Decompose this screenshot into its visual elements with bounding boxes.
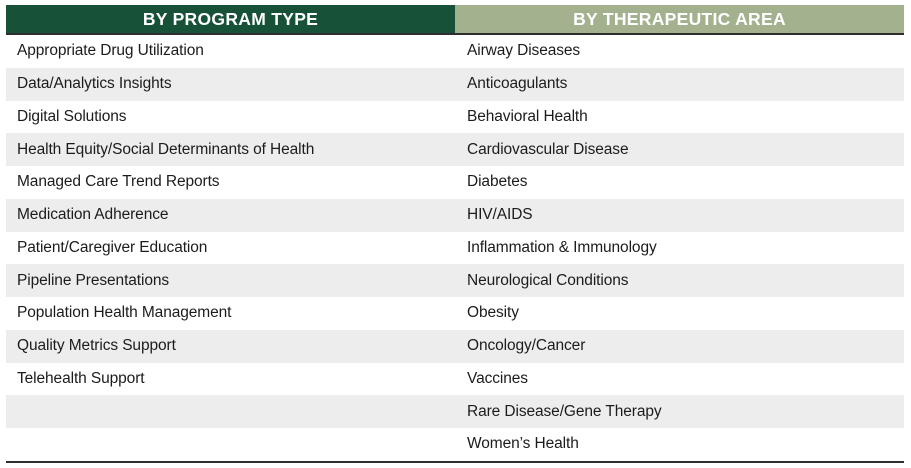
table-row: Women’s Health [6,428,904,461]
program-type-cell: Population Health Management [17,304,232,322]
table-row: Managed Care Trend Reports Diabetes [6,166,904,199]
table-row: Health Equity/Social Determinants of Hea… [6,133,904,166]
program-type-cell: Pipeline Presentations [17,271,170,289]
therapeutic-area-cell: Oncology/Cancer [467,337,586,355]
table-row: Pipeline Presentations Neurological Cond… [6,264,904,297]
table-row: Rare Disease/Gene Therapy [6,395,904,428]
table-row: Medication Adherence HIV/AIDS [6,198,904,232]
therapeutic-area-cell: Obesity [467,304,519,322]
table-row: Population Health Management Obesity [6,297,904,330]
program-type-cell: Data/Analytics Insights [17,75,172,93]
program-type-cell: Appropriate Drug Utilization [17,42,204,60]
table-row: Patient/Caregiver Education Inflammation… [6,232,904,265]
table-body: Appropriate Drug Utilization Airway Dise… [6,35,904,463]
therapeutic-area-cell: Women’s Health [467,435,579,453]
therapeutic-area-cell: Airway Diseases [467,42,581,60]
program-type-cell: Medication Adherence [17,206,169,224]
therapeutic-area-cell: Anticoagulants [467,75,568,93]
category-table: BY PROGRAM TYPE BY THERAPEUTIC AREA Appr… [6,5,904,463]
column-header-therapeutic-area: BY THERAPEUTIC AREA [455,5,904,33]
table-row: Digital Solutions Behavioral Health [6,101,904,134]
program-type-cell: Health Equity/Social Determinants of Hea… [17,140,315,158]
program-type-cell [6,428,454,461]
table-row: Appropriate Drug Utilization Airway Dise… [6,35,904,68]
table-row: Data/Analytics Insights Anticoagulants [6,67,904,101]
table-header-row: BY PROGRAM TYPE BY THERAPEUTIC AREA [6,5,904,35]
therapeutic-area-cell: Rare Disease/Gene Therapy [467,402,662,420]
therapeutic-area-cell: Cardiovascular Disease [467,140,629,158]
therapeutic-area-cell: HIV/AIDS [467,206,533,224]
therapeutic-area-cell: Behavioral Health [467,107,588,125]
column-header-program-type: BY PROGRAM TYPE [6,5,455,33]
table-row: Quality Metrics Support Oncology/Cancer [6,329,904,363]
table-row: Telehealth Support Vaccines [6,363,904,396]
program-type-cell: Telehealth Support [17,369,145,387]
program-type-cell [6,395,454,428]
therapeutic-area-cell: Diabetes [467,173,528,191]
therapeutic-area-cell: Neurological Conditions [467,271,629,289]
program-type-cell: Quality Metrics Support [17,337,176,355]
program-type-cell: Digital Solutions [17,107,127,125]
program-type-cell: Managed Care Trend Reports [17,173,220,191]
therapeutic-area-cell: Inflammation & Immunology [467,238,657,256]
therapeutic-area-cell: Vaccines [467,369,528,387]
program-type-cell: Patient/Caregiver Education [17,238,208,256]
